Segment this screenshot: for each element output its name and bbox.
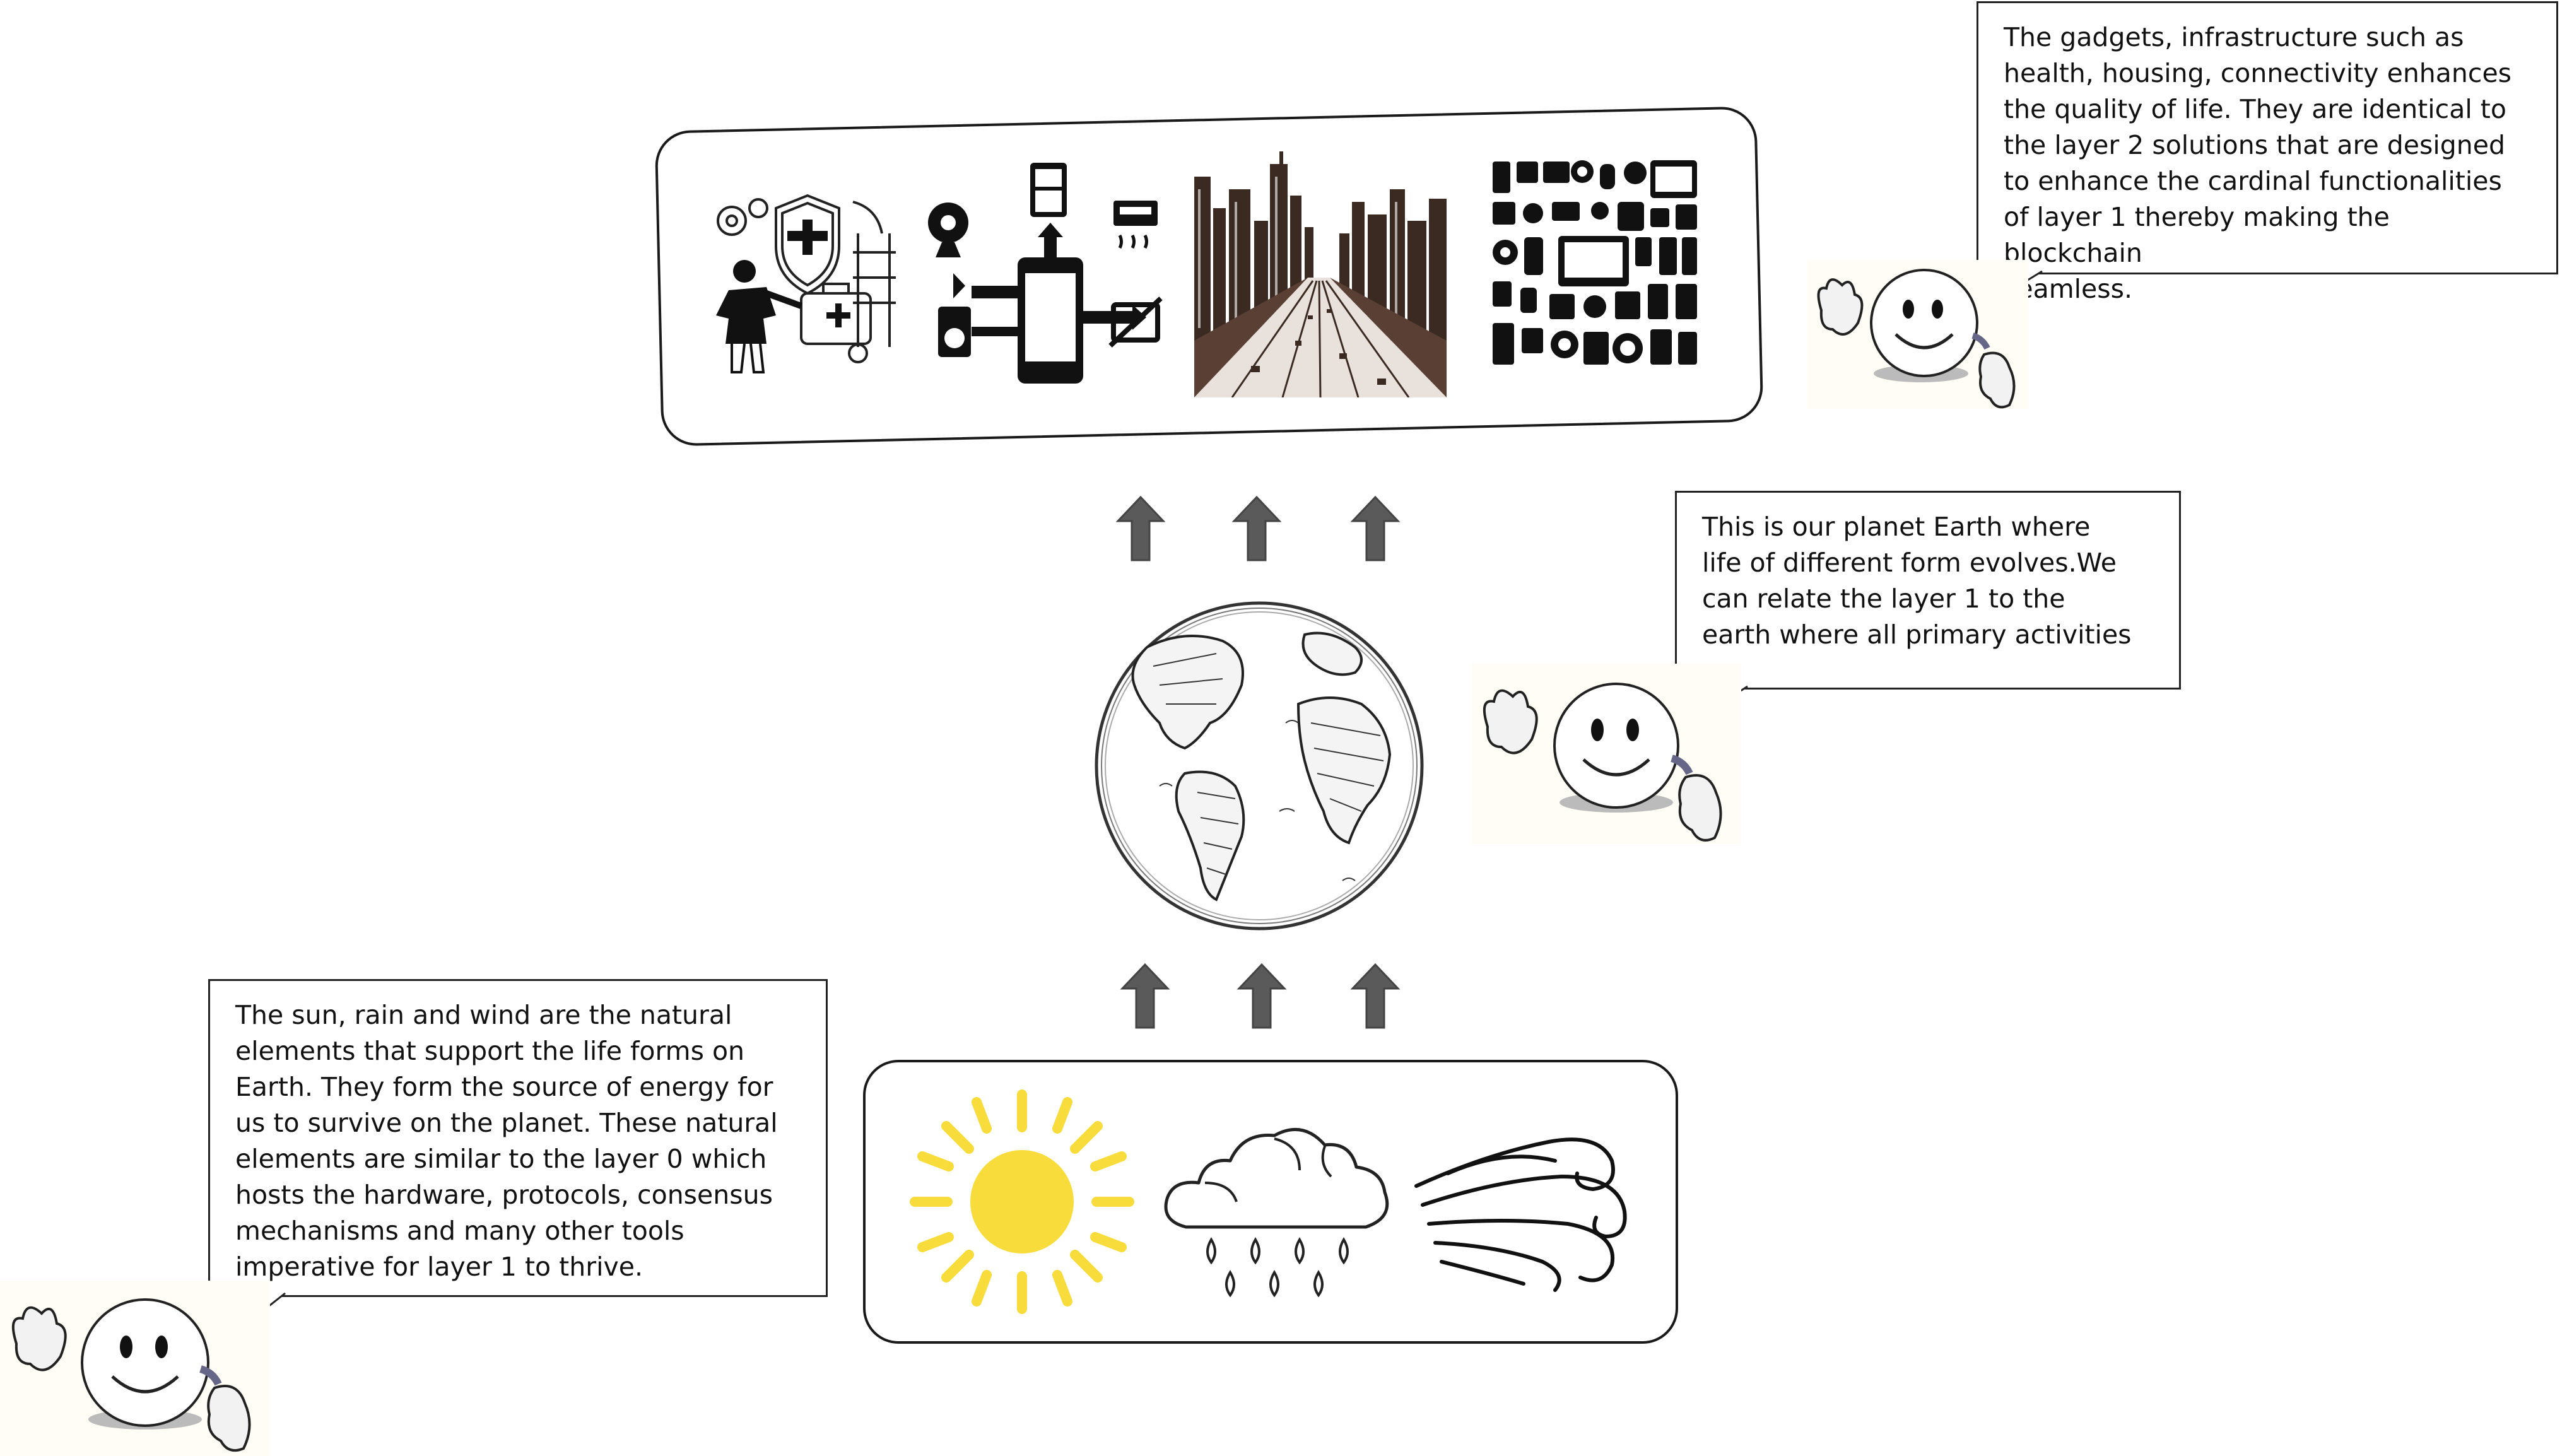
arrow-up-icon [1350,963,1401,1029]
smart-home-connectivity-icon [928,163,1163,384]
waving-smiley-icon [0,1281,270,1456]
arrow-up-icon [1120,963,1170,1029]
city-highway-icon [1194,151,1447,397]
rain-cloud-icon [1164,1127,1389,1298]
arrow-up-icon [1237,963,1287,1029]
waving-smiley-icon [1471,664,1741,844]
arrow-up-icon [1350,496,1401,561]
speech-bubble-middle: This is our planet Earth where life of d… [1675,491,2181,690]
wind-icon [1414,1137,1627,1292]
arrow-up-icon [1115,496,1166,561]
waving-smiley-icon [1807,260,2028,409]
speech-bubble-top: The gadgets, infrastructure such as heal… [1977,1,2558,304]
sun-icon [910,1089,1134,1314]
earth-globe-icon [1095,601,1424,931]
arrow-up-icon [1231,496,1282,561]
speech-bubble-bottom: The sun, rain and wind are the natural e… [208,979,828,1297]
health-security-icon [716,194,896,373]
gadgets-grid-icon [1493,160,1697,365]
